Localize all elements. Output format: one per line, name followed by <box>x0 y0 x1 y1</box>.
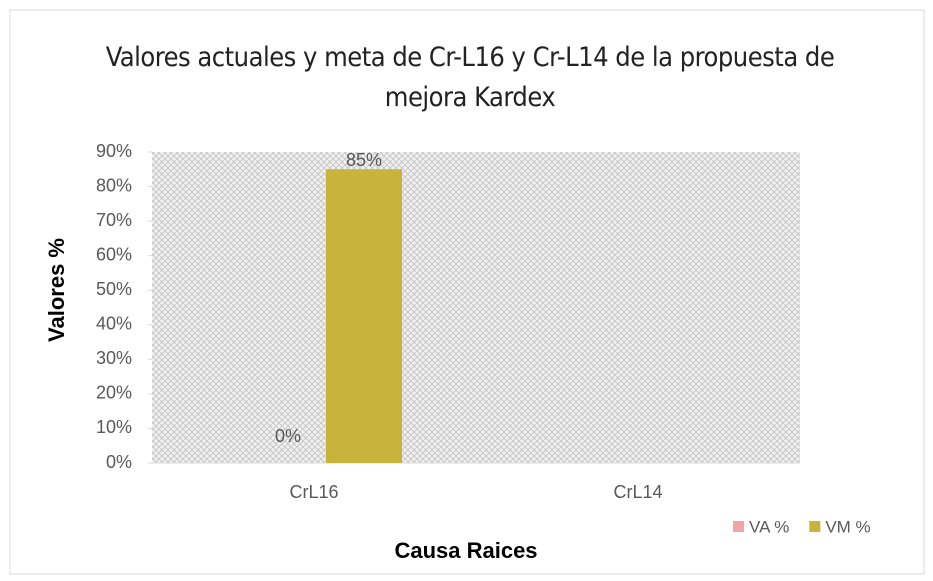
y-tick-label: 90% <box>96 141 132 161</box>
x-tick-label: CrL14 <box>613 482 662 502</box>
y-tick-label: 30% <box>96 348 132 368</box>
data-label: 0% <box>275 426 301 446</box>
legend-label: VA % <box>749 517 789 536</box>
legend-swatch <box>733 521 744 532</box>
legend-swatch <box>809 521 821 532</box>
y-tick-label: 40% <box>96 314 132 334</box>
y-tick-label: 20% <box>96 383 132 403</box>
y-tick-label: 50% <box>96 279 132 299</box>
plot-area <box>152 152 800 463</box>
y-tick-label: 0% <box>106 452 132 472</box>
x-tick-label: CrL16 <box>289 482 338 502</box>
y-tick-label: 80% <box>96 175 132 195</box>
y-tick-label: 70% <box>96 210 132 230</box>
legend-label: VM % <box>825 517 870 536</box>
y-tick-label: 60% <box>96 244 132 264</box>
chart-title: Valores actuales y meta de Cr-L16 y Cr-L… <box>105 42 835 113</box>
bar <box>326 169 402 463</box>
x-axis-title: Causa Raices <box>394 538 537 563</box>
y-axis-title: Valores % <box>44 238 69 342</box>
data-label: 85% <box>346 150 382 170</box>
y-tick-label: 10% <box>96 417 132 437</box>
